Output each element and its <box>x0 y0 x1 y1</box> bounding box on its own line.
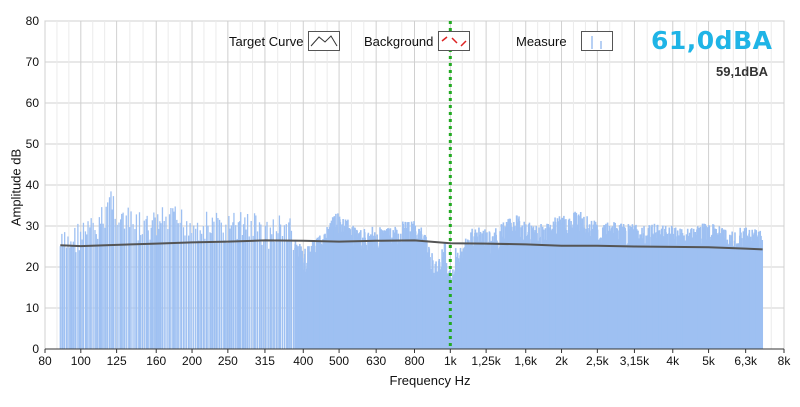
x-tick-label: 2k <box>555 354 569 368</box>
y-tick-label: 60 <box>26 96 40 110</box>
x-tick-label: 315 <box>255 354 275 368</box>
main-level-readout: 61,0dBA <box>651 26 773 55</box>
y-tick-label: 20 <box>26 260 40 274</box>
x-axis-title: Frequency Hz <box>389 373 471 388</box>
x-tick-label: 125 <box>107 354 127 368</box>
y-tick-label: 50 <box>26 137 40 151</box>
x-tick-label: 8k <box>778 354 792 368</box>
y-tick-label: 30 <box>26 219 40 233</box>
legend-target-curve-label: Target Curve <box>229 33 304 49</box>
target-curve-line <box>60 239 763 251</box>
x-tick-label: 4k <box>666 354 680 368</box>
legend-measure-label: Measure <box>516 33 567 49</box>
legend-background-label: Background <box>364 33 434 49</box>
x-tick-label: 630 <box>366 354 386 368</box>
x-tick-label: 80 <box>38 354 52 368</box>
y-tick-label: 0 <box>32 342 39 356</box>
y-tick-labels: 0 10 20 30 40 50 60 70 80 <box>26 14 40 356</box>
y-tick-label: 70 <box>26 55 40 69</box>
x-tick-label: 1,6k <box>514 354 538 368</box>
x-tick-label: 200 <box>182 354 202 368</box>
x-tick-label: 160 <box>146 354 166 368</box>
x-tick-label: 1,25k <box>471 354 501 368</box>
secondary-level-readout: 59,1dBA <box>716 64 769 79</box>
x-tick-label: 3,15k <box>620 354 650 368</box>
measure-bars <box>59 191 764 349</box>
y-tick-label: 40 <box>26 178 40 192</box>
x-tick-label: 1k <box>444 354 458 368</box>
x-tick-label: 6,3k <box>734 354 758 368</box>
legend-measure[interactable]: Measure <box>516 30 613 52</box>
x-tick-label: 2,5k <box>586 354 610 368</box>
x-tick-label: 500 <box>329 354 349 368</box>
x-tick-labels: 80 100 125 160 200 250 315 400 500 630 800 1k 1,25k 1… <box>38 349 791 368</box>
legend-background[interactable]: Background <box>364 30 471 52</box>
x-tick-label: 250 <box>218 354 238 368</box>
background-swatch-icon <box>438 31 471 51</box>
x-tick-label: 800 <box>404 354 424 368</box>
measure-swatch-icon <box>580 31 613 51</box>
y-tick-label: 80 <box>26 14 40 28</box>
x-tick-label: 100 <box>71 354 91 368</box>
y-axis-title: Amplitude dB <box>8 148 24 227</box>
target-curve-swatch-icon <box>308 31 341 51</box>
x-tick-label: 400 <box>293 354 313 368</box>
x-tick-label: 5k <box>702 354 716 368</box>
legend-target-curve[interactable]: Target Curve <box>229 30 341 52</box>
y-tick-label: 10 <box>26 301 40 315</box>
